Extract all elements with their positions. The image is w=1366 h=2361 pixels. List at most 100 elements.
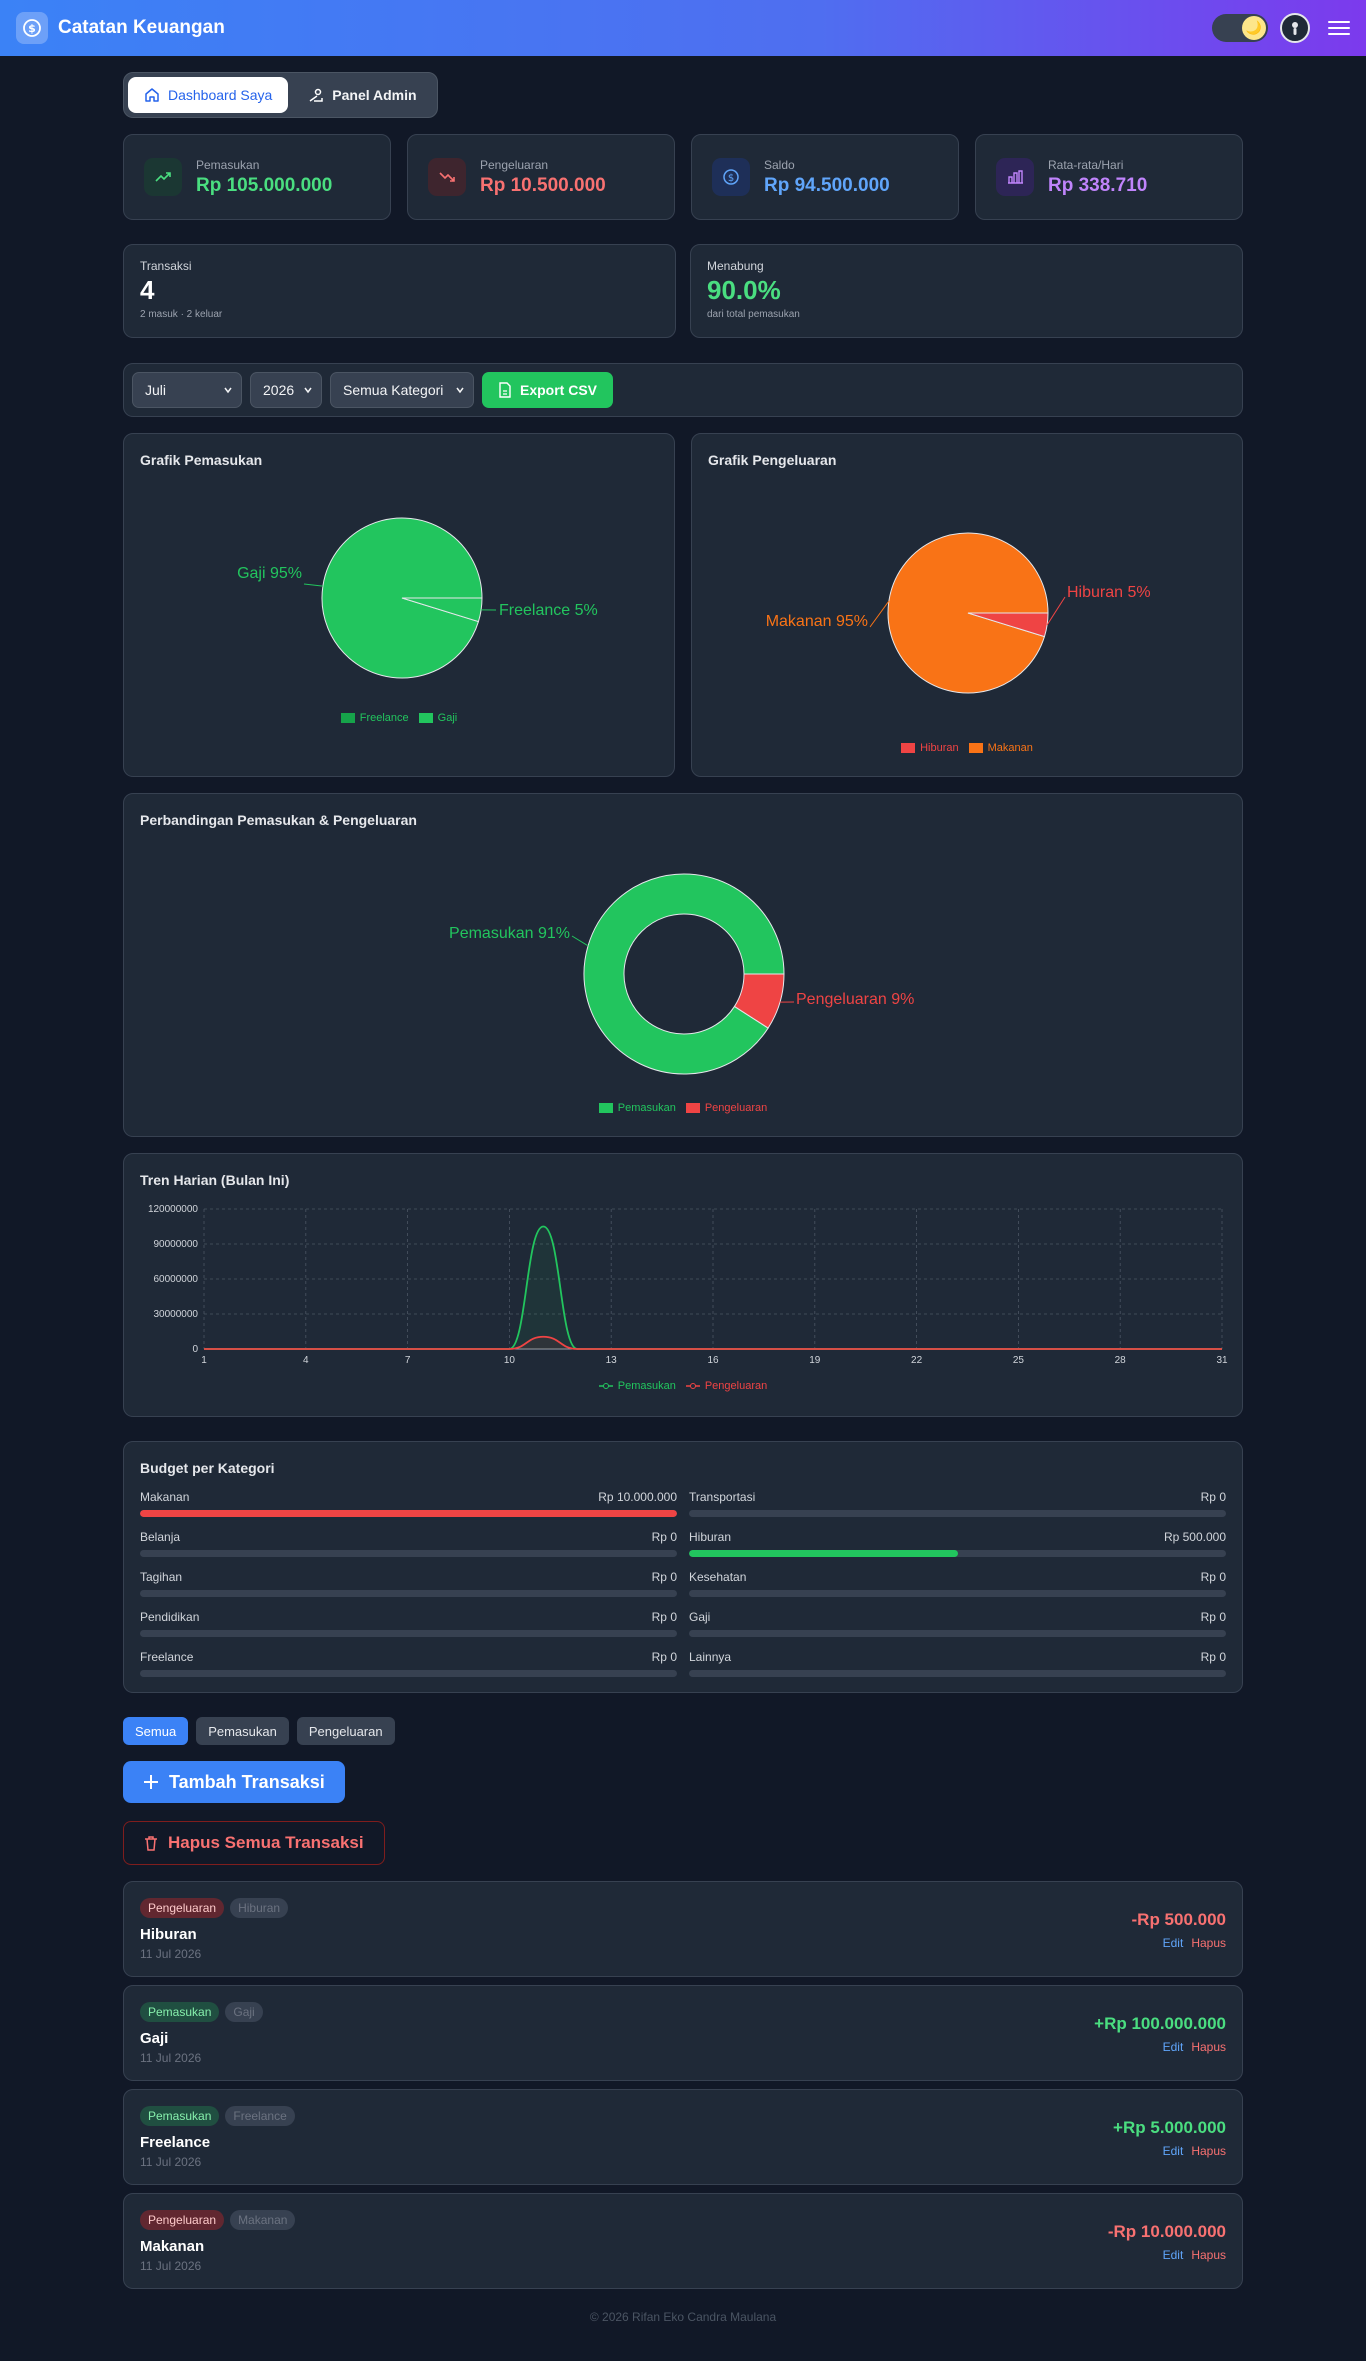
transaction-category-badge: Gaji — [225, 2002, 263, 2022]
transaction-amount: +Rp 100.000.000 — [1094, 2014, 1226, 2033]
legend-item[interactable]: Pengeluaran — [685, 1102, 768, 1114]
legend-label: Pengeluaran — [704, 1380, 768, 1392]
budget-category-name: Hiburan — [689, 1530, 732, 1544]
pie-slice-pemasukan[interactable] — [583, 873, 785, 1075]
trend-chart-card: Tren Harian (Bulan Ini) 0 30000000 6000000… — [123, 1153, 1243, 1417]
pie-slice-pengeluaran[interactable] — [733, 973, 785, 1029]
delete-transaction-button[interactable]: Hapus — [1191, 2248, 1226, 2262]
edit-transaction-button[interactable]: Edit — [1162, 2040, 1184, 2054]
transactions-summary-label: Transaksi — [140, 259, 192, 273]
stat-average-label: Rata-rata/Hari — [1048, 157, 1124, 172]
budget-category-amount: Rp 0 — [651, 1610, 677, 1624]
budget-category-amount: Rp 0 — [1200, 1570, 1226, 1584]
year-select[interactable]: 2026 — [250, 372, 322, 408]
legend-label: Pemasukan — [617, 1380, 676, 1392]
pie-label-line — [869, 600, 890, 628]
chip-income[interactable]: Pemasukan — [196, 1717, 289, 1745]
moon-icon: 🌙 — [1242, 16, 1266, 40]
series-line-pengeluaran[interactable] — [204, 1335, 1222, 1350]
stat-balance-label: Saldo — [764, 157, 795, 172]
legend-item[interactable]: Freelance — [340, 712, 409, 724]
category-select[interactable]: Semua Kategori — [330, 372, 474, 408]
edit-transaction-button[interactable]: Edit — [1162, 1936, 1184, 1950]
budget-category-amount: Rp 0 — [651, 1570, 677, 1584]
export-csv-button[interactable]: Export CSV — [482, 372, 614, 408]
legend-label: Freelance — [359, 712, 409, 724]
budget-item: Pendidikan Rp 0 — [140, 1610, 677, 1638]
saving-summary-value: 90.0% — [707, 275, 781, 305]
transaction-item: Pemasukan Freelance Freelance 11 Jul 202… — [123, 2089, 1243, 2185]
transaction-type-badge: Pemasukan — [140, 2106, 220, 2126]
tab-dashboard[interactable]: Dashboard Saya — [128, 77, 289, 113]
x-tick-label: 10 — [504, 1355, 516, 1366]
x-tick-label: 25 — [1013, 1355, 1025, 1366]
delete-transaction-button[interactable]: Hapus — [1191, 1936, 1226, 1950]
pie-label-hiburan: Hiburan 5% — [1067, 584, 1151, 601]
admin-icon — [309, 88, 324, 102]
saving-summary: Menabung 90.0% dari total pemasukan — [690, 244, 1243, 338]
add-transaction-button[interactable]: Tambah Transaksi — [123, 1761, 345, 1803]
stat-average: Rata-rata/Hari Rp 338.710 — [975, 134, 1243, 220]
theme-toggle[interactable]: 🌙 — [1212, 14, 1268, 42]
budget-progress-fill — [689, 1550, 958, 1557]
legend-item[interactable]: Pemasukan — [598, 1380, 676, 1392]
budget-category-amount: Rp 0 — [651, 1650, 677, 1664]
transaction-item: Pemasukan Gaji Gaji 11 Jul 2026 +Rp 100.… — [123, 1985, 1243, 2081]
transaction-amount: -Rp 10.000.000 — [1107, 2222, 1226, 2241]
x-tick-label: 16 — [707, 1355, 719, 1366]
budget-category-amount: Rp 500.000 — [1163, 1530, 1226, 1544]
income-chart-legend: Freelance Gaji — [124, 712, 674, 724]
budget-title: Budget per Kategori — [140, 1460, 275, 1476]
delete-transaction-button[interactable]: Hapus — [1191, 2040, 1226, 2054]
edit-transaction-button[interactable]: Edit — [1162, 2144, 1184, 2158]
budget-category-name: Gaji — [689, 1610, 711, 1624]
x-tick-label: 31 — [1216, 1355, 1228, 1366]
hamburger-menu-icon[interactable] — [1328, 17, 1350, 39]
y-tick-label: 120000000 — [148, 1204, 198, 1215]
tab-dashboard-label: Dashboard Saya — [168, 87, 273, 103]
brand[interactable]: $ Catatan Keuangan — [16, 12, 225, 44]
expense-pie-chart: Makanan 95% Hiburan 5% — [766, 532, 1151, 694]
transaction-list: Pengeluaran Hiburan Hiburan 11 Jul 2026 … — [123, 1881, 1243, 2289]
x-tick-label: 7 — [405, 1355, 411, 1366]
chip-expense[interactable]: Pengeluaran — [296, 1717, 395, 1745]
legend-item[interactable]: Hiburan — [901, 742, 959, 754]
edit-transaction-button[interactable]: Edit — [1162, 2248, 1184, 2262]
pie-label-makanan: Makanan 95% — [766, 613, 868, 630]
dollar-circle-icon: $ — [712, 158, 750, 196]
y-tick-label: 60000000 — [154, 1274, 199, 1285]
delete-all-label: Hapus Semua Transaksi — [168, 1833, 364, 1852]
trend-line-chart: 0 30000000 60000000 90000000 120000000 1 4 7 10 1… — [148, 1204, 1228, 1366]
pie-label-freelance: Freelance 5% — [499, 602, 598, 619]
x-tick-label: 1 — [201, 1355, 207, 1366]
legend-item[interactable]: Pemasukan — [598, 1102, 676, 1114]
legend-label: Pengeluaran — [704, 1102, 768, 1114]
saving-summary-label: Menabung — [707, 259, 764, 273]
budget-category-amount: Rp 10.000.000 — [598, 1490, 677, 1504]
delete-transaction-button[interactable]: Hapus — [1191, 2144, 1226, 2158]
legend-item[interactable]: Gaji — [418, 712, 457, 724]
year-select-value: 2026 — [263, 382, 295, 398]
tab-admin[interactable]: Panel Admin — [292, 77, 432, 113]
income-chart-title: Grafik Pemasukan — [140, 452, 263, 468]
legend-item[interactable]: Makanan — [968, 742, 1033, 754]
transactions-summary-sub: 2 masuk · 2 keluar — [140, 309, 223, 320]
trending-down-icon — [428, 158, 466, 196]
budget-category-amount: Rp 0 — [1200, 1490, 1226, 1504]
transaction-date: 11 Jul 2026 — [140, 2155, 202, 2169]
expense-chart-legend: Hiburan Makanan — [692, 742, 1242, 754]
pie-charts: Grafik Pemasukan Gaji 95% Freelance 5% Fr… — [123, 433, 1243, 777]
budget-grid: Makanan Rp 10.000.000 Transportasi Rp 0 Bela… — [140, 1490, 1226, 1678]
income-pie-chart: Gaji 95% Freelance 5% — [237, 517, 598, 679]
category-select-value: Semua Kategori — [343, 382, 444, 398]
delete-all-button[interactable]: Hapus Semua Transaksi — [123, 1821, 385, 1865]
budget-progress-bar — [689, 1550, 1226, 1557]
user-avatar-icon[interactable] — [1280, 13, 1310, 43]
budget-progress-bar — [140, 1510, 677, 1517]
budget-progress-fill — [140, 1510, 677, 1517]
budget-progress-bar — [689, 1510, 1226, 1517]
month-select[interactable]: Juli — [132, 372, 242, 408]
chip-all[interactable]: Semua — [123, 1717, 189, 1745]
legend-item[interactable]: Pengeluaran — [685, 1380, 768, 1392]
y-tick-label: 30000000 — [154, 1309, 199, 1320]
